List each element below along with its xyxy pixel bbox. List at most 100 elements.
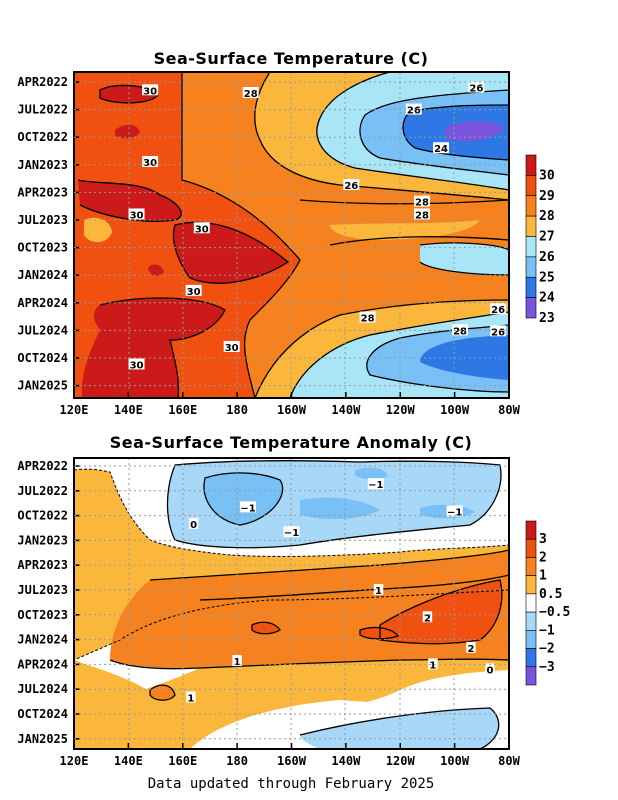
x-tick-label: 140E (114, 754, 143, 768)
y-tick-label: OCT2024 (17, 351, 68, 365)
contour-label: 26 (344, 181, 358, 192)
contour-label-bg (490, 325, 507, 337)
contour-label-bg (88, 407, 104, 418)
colorbar-label: 2 (539, 550, 547, 565)
contour-label-bg (446, 505, 463, 517)
colorbar-label: 3 (539, 532, 547, 547)
x-tick-label: 120W (386, 754, 416, 768)
y-tick-label: JUL2022 (17, 103, 68, 117)
contour-label-bg (186, 691, 196, 703)
contour-label: 26 (314, 412, 328, 423)
colorbar-swatch (525, 557, 537, 576)
y-tick-label: JAN2023 (17, 533, 68, 547)
contour-label: 30 (195, 224, 209, 235)
contour-label: −1 (447, 507, 462, 518)
y-tick-label: OCT2022 (17, 509, 68, 523)
x-tick-label: 180 (226, 754, 248, 768)
contour-label: 2 (467, 644, 474, 655)
contour-label-bg (466, 641, 476, 653)
y-tick-label: OCT2023 (17, 608, 68, 622)
contour-label: −1 (284, 528, 299, 539)
contour-label: 30 (143, 158, 157, 169)
colorbar-swatch (525, 648, 537, 668)
y-tick-label: APR2023 (17, 185, 68, 199)
x-tick-label: 160W (277, 754, 307, 768)
y-tick-label: OCT2022 (17, 130, 68, 144)
x-tick-label: 80W (498, 754, 520, 768)
contour-label: 1 (375, 586, 382, 597)
colorbar-label: 27 (539, 230, 555, 245)
contour-label: 30 (89, 409, 103, 420)
contour-label: 1 (234, 657, 241, 668)
colorbar-label: 29 (539, 189, 555, 204)
x-tick-label: 160E (168, 403, 197, 417)
colorbar-label: 26 (539, 250, 555, 265)
y-tick-label: JAN2024 (17, 633, 68, 647)
contour-label-bg (422, 611, 433, 623)
colorbar-swatch (525, 575, 537, 595)
colorbar-swatch (525, 236, 537, 258)
colorbar-label: 23 (539, 311, 555, 326)
colorbar-swatch (525, 630, 537, 649)
contour-label: 0 (190, 520, 197, 531)
contour-label-bg (193, 222, 210, 234)
x-tick-label: 160W (277, 403, 307, 417)
contour-label-bg (223, 340, 240, 352)
y-tick-label: APR2024 (17, 657, 68, 671)
colorbar-label: −0.5 (539, 605, 570, 620)
contour-label: −1 (240, 503, 255, 514)
ssta-title: Sea-Surface Temperature Anomaly (C) (110, 433, 473, 452)
contour-label-bg (405, 103, 422, 115)
colorbar-swatch (525, 666, 537, 686)
contour-label: 28 (361, 314, 375, 325)
contour-label-bg (242, 87, 259, 99)
y-tick-label: APR2022 (17, 75, 68, 89)
colorbar-swatch (525, 276, 537, 298)
contour-label-bg (283, 526, 300, 538)
x-tick-label: 120W (386, 403, 416, 417)
colorbar-label: 0.5 (539, 587, 562, 602)
x-tick-label: 140W (331, 403, 361, 417)
y-tick-label: APR2023 (17, 558, 68, 572)
contour-label-bg (367, 478, 384, 490)
colorbar-swatch (525, 297, 537, 319)
colorbar-label: 30 (539, 168, 555, 183)
y-tick-label: JAN2025 (17, 379, 68, 393)
y-tick-label: JUL2022 (17, 484, 68, 498)
footer-note: Data updated through February 2025 (148, 776, 435, 792)
ssta-field: −1 −1 −1 −1 0 1 2 2 1 1 0 1 (74, 458, 509, 749)
contour-label-bg (433, 142, 450, 154)
colorbar-swatch (525, 538, 537, 558)
sst-colorbar: 30 29 28 27 26 25 24 23 (525, 154, 555, 326)
y-tick-label: JAN2023 (17, 158, 68, 172)
y-tick-label: JUL2024 (17, 323, 68, 337)
colorbar-swatch (525, 593, 537, 613)
x-tick-label: 120E (60, 403, 89, 417)
contour-label: 2 (424, 613, 431, 624)
colorbar-swatch (525, 175, 537, 197)
colorbar-label: 28 (539, 209, 555, 224)
contour-label: 1 (187, 693, 194, 704)
x-tick-label: 140W (331, 754, 361, 768)
contour-label-bg (240, 501, 256, 513)
x-tick-label: 100W (440, 403, 470, 417)
y-tick-label: OCT2023 (17, 241, 68, 255)
colorbar-label: 25 (539, 270, 555, 285)
x-tick-label: 140E (114, 403, 143, 417)
y-tick-label: APR2024 (17, 296, 68, 310)
contour-label: 0 (486, 665, 493, 676)
contour-label-bg (490, 303, 507, 315)
contour-label-bg (414, 208, 430, 220)
contour-label: 30 (130, 360, 144, 371)
contour-label-bg (373, 584, 384, 595)
contour-label-bg (232, 655, 242, 667)
contour-label-bg (485, 663, 495, 675)
sst-title: Sea-Surface Temperature (C) (154, 49, 429, 68)
y-tick-label: APR2022 (17, 459, 68, 473)
contour-label-bg (128, 358, 145, 370)
contour-label: 24 (434, 144, 448, 155)
contour-label-bg (185, 284, 202, 296)
contour-label-bg (428, 658, 438, 670)
x-tick-label: 80W (498, 403, 520, 417)
